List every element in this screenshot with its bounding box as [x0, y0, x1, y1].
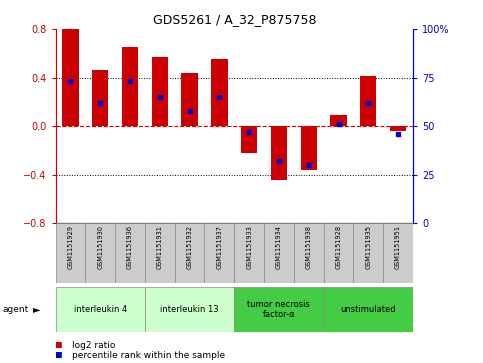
Text: agent: agent	[2, 305, 28, 314]
Bar	[122, 47, 138, 126]
Bar	[241, 126, 257, 153]
Bar	[324, 223, 354, 283]
Text: GSM1151928: GSM1151928	[336, 225, 341, 269]
Bar	[360, 76, 376, 126]
Bar	[145, 223, 175, 283]
Text: ■: ■	[56, 350, 61, 360]
Text: GSM1151929: GSM1151929	[68, 225, 73, 269]
Text: GSM1151934: GSM1151934	[276, 225, 282, 269]
Text: log2 ratio: log2 ratio	[72, 341, 116, 350]
Bar	[115, 223, 145, 283]
Text: ►: ►	[32, 305, 40, 314]
Bar	[264, 223, 294, 283]
Text: GSM1151930: GSM1151930	[97, 225, 103, 269]
Bar	[204, 223, 234, 283]
Text: tumor necrosis
factor-α: tumor necrosis factor-α	[247, 300, 311, 319]
Bar	[62, 29, 79, 126]
Bar	[85, 223, 115, 283]
Text: unstimulated: unstimulated	[341, 305, 396, 314]
Bar	[271, 126, 287, 180]
Bar	[354, 223, 383, 283]
Bar	[182, 73, 198, 126]
Bar	[92, 70, 108, 126]
Bar	[145, 287, 234, 332]
Text: GSM1151931: GSM1151931	[157, 225, 163, 269]
Text: percentile rank within the sample: percentile rank within the sample	[72, 351, 226, 360]
Bar	[390, 126, 406, 131]
Bar	[211, 60, 227, 126]
Text: GSM1151933: GSM1151933	[246, 225, 252, 269]
Text: GSM1151937: GSM1151937	[216, 225, 222, 269]
Bar	[175, 223, 204, 283]
Text: GSM1151951: GSM1151951	[395, 225, 401, 269]
Bar	[294, 223, 324, 283]
Bar	[330, 115, 347, 126]
Text: interleukin 13: interleukin 13	[160, 305, 219, 314]
Title: GDS5261 / A_32_P875758: GDS5261 / A_32_P875758	[153, 13, 316, 26]
Text: GSM1151935: GSM1151935	[365, 225, 371, 269]
Text: GSM1151932: GSM1151932	[186, 225, 193, 269]
Text: GSM1151938: GSM1151938	[306, 225, 312, 269]
Bar	[56, 287, 145, 332]
Text: ■: ■	[56, 340, 61, 350]
Bar	[234, 223, 264, 283]
Text: GSM1151936: GSM1151936	[127, 225, 133, 269]
Bar	[152, 57, 168, 126]
Text: interleukin 4: interleukin 4	[73, 305, 127, 314]
Bar	[234, 287, 324, 332]
Bar	[300, 126, 317, 170]
Bar	[56, 223, 85, 283]
Bar	[383, 223, 413, 283]
Bar	[324, 287, 413, 332]
